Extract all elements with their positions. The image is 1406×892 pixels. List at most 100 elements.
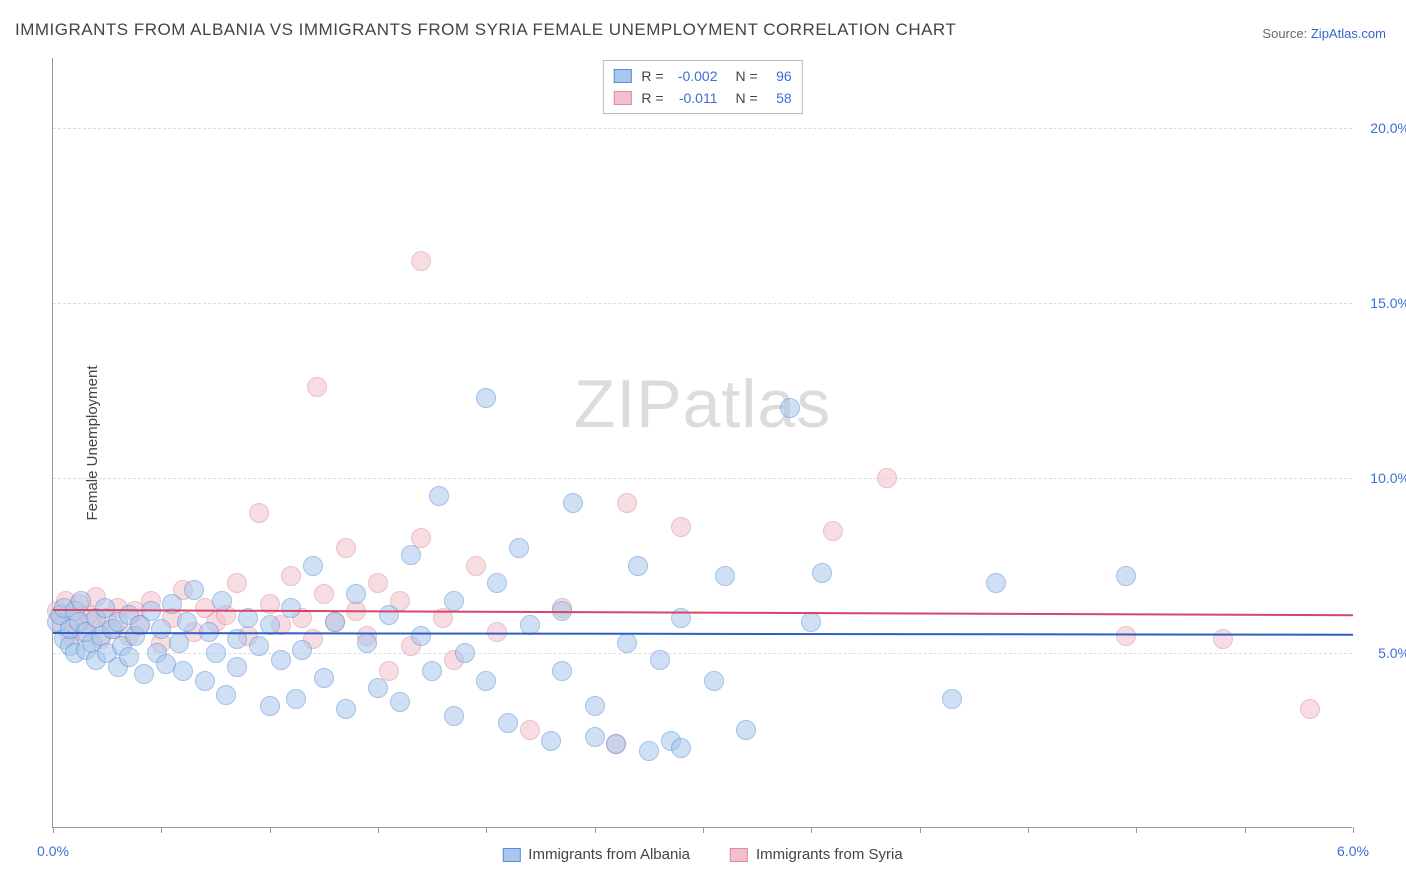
scatter-point-syria: [877, 468, 897, 488]
x-tick: [1245, 827, 1246, 833]
legend-label: Immigrants from Syria: [756, 846, 903, 863]
scatter-point-syria: [466, 556, 486, 576]
x-tick: [811, 827, 812, 833]
scatter-point-albania: [401, 545, 421, 565]
x-tick: [378, 827, 379, 833]
scatter-point-albania: [151, 619, 171, 639]
scatter-point-albania: [314, 668, 334, 688]
scatter-point-albania: [563, 493, 583, 513]
scatter-point-syria: [336, 538, 356, 558]
legend-label: Immigrants from Albania: [528, 846, 690, 863]
scatter-point-syria: [307, 377, 327, 397]
scatter-point-albania: [736, 720, 756, 740]
scatter-point-syria: [379, 661, 399, 681]
x-tick: [920, 827, 921, 833]
y-tick-label: 5.0%: [1360, 645, 1406, 661]
legend-item-albania: Immigrants from Albania: [502, 846, 690, 863]
scatter-point-syria: [314, 584, 334, 604]
scatter-point-albania: [444, 706, 464, 726]
scatter-point-albania: [617, 633, 637, 653]
y-axis-title: Female Unemployment: [84, 365, 101, 520]
scatter-point-albania: [606, 734, 626, 754]
stats-n-value: 58: [764, 87, 792, 109]
stats-n-label: N =: [736, 87, 758, 109]
x-tick: [1028, 827, 1029, 833]
scatter-point-albania: [585, 696, 605, 716]
scatter-point-albania: [206, 643, 226, 663]
chart-title: IMMIGRANTS FROM ALBANIA VS IMMIGRANTS FR…: [15, 20, 956, 40]
scatter-point-syria: [249, 503, 269, 523]
scatter-point-albania: [271, 650, 291, 670]
x-tick: [53, 827, 54, 833]
scatter-point-syria: [281, 566, 301, 586]
x-tick: [1353, 827, 1354, 833]
scatter-point-albania: [368, 678, 388, 698]
x-tick: [486, 827, 487, 833]
legend-item-syria: Immigrants from Syria: [730, 846, 903, 863]
x-tick-label: 6.0%: [1337, 843, 1369, 859]
swatch-albania: [613, 69, 631, 83]
scatter-point-albania: [1116, 566, 1136, 586]
stats-row-syria: R =-0.011N =58: [613, 87, 791, 109]
scatter-point-albania: [286, 689, 306, 709]
stats-r-label: R =: [641, 65, 663, 87]
gridline: [53, 303, 1352, 304]
scatter-point-albania: [422, 661, 442, 681]
x-tick-label: 0.0%: [37, 843, 69, 859]
source-label: Source:: [1262, 26, 1307, 41]
scatter-point-albania: [801, 612, 821, 632]
scatter-point-albania: [671, 738, 691, 758]
x-tick: [270, 827, 271, 833]
scatter-point-syria: [411, 251, 431, 271]
source-attribution: Source: ZipAtlas.com: [1262, 26, 1386, 41]
stats-r-value: -0.002: [670, 65, 718, 87]
y-tick-label: 10.0%: [1360, 470, 1406, 486]
scatter-point-syria: [368, 573, 388, 593]
scatter-point-syria: [227, 573, 247, 593]
scatter-point-albania: [357, 633, 377, 653]
scatter-point-albania: [216, 685, 236, 705]
scatter-point-syria: [1213, 629, 1233, 649]
x-tick: [703, 827, 704, 833]
swatch-syria: [730, 848, 748, 862]
scatter-point-syria: [1116, 626, 1136, 646]
scatter-point-albania: [455, 643, 475, 663]
scatter-point-albania: [212, 591, 232, 611]
swatch-albania: [502, 848, 520, 862]
stats-n-value: 96: [764, 65, 792, 87]
source-link[interactable]: ZipAtlas.com: [1311, 26, 1386, 41]
scatter-point-albania: [346, 584, 366, 604]
scatter-point-albania: [650, 650, 670, 670]
scatter-point-albania: [476, 388, 496, 408]
stats-row-albania: R = -0.002 N = 96: [613, 65, 791, 87]
scatter-point-albania: [780, 398, 800, 418]
scatter-point-albania: [195, 671, 215, 691]
scatter-point-albania: [292, 640, 312, 660]
scatter-point-albania: [585, 727, 605, 747]
scatter-point-albania: [498, 713, 518, 733]
series-legend: Immigrants from Albania Immigrants from S…: [502, 846, 902, 863]
stats-n-label: N =: [736, 65, 758, 87]
scatter-point-albania: [325, 612, 345, 632]
scatter-point-albania: [71, 591, 91, 611]
scatter-point-albania: [487, 573, 507, 593]
scatter-point-albania: [715, 566, 735, 586]
scatter-point-albania: [986, 573, 1006, 593]
y-tick-label: 20.0%: [1360, 120, 1406, 136]
scatter-point-syria: [411, 528, 431, 548]
scatter-point-albania: [184, 580, 204, 600]
x-tick: [1136, 827, 1137, 833]
gridline: [53, 128, 1352, 129]
gridline: [53, 478, 1352, 479]
scatter-point-albania: [541, 731, 561, 751]
scatter-point-syria: [823, 521, 843, 541]
scatter-point-albania: [119, 647, 139, 667]
scatter-point-syria: [617, 493, 637, 513]
scatter-point-albania: [509, 538, 529, 558]
scatter-point-syria: [671, 517, 691, 537]
scatter-point-albania: [134, 664, 154, 684]
stats-legend: R =-0.002N =96R =-0.011N =58: [602, 60, 802, 114]
scatter-point-syria: [1300, 699, 1320, 719]
scatter-point-syria: [520, 720, 540, 740]
x-tick: [161, 827, 162, 833]
